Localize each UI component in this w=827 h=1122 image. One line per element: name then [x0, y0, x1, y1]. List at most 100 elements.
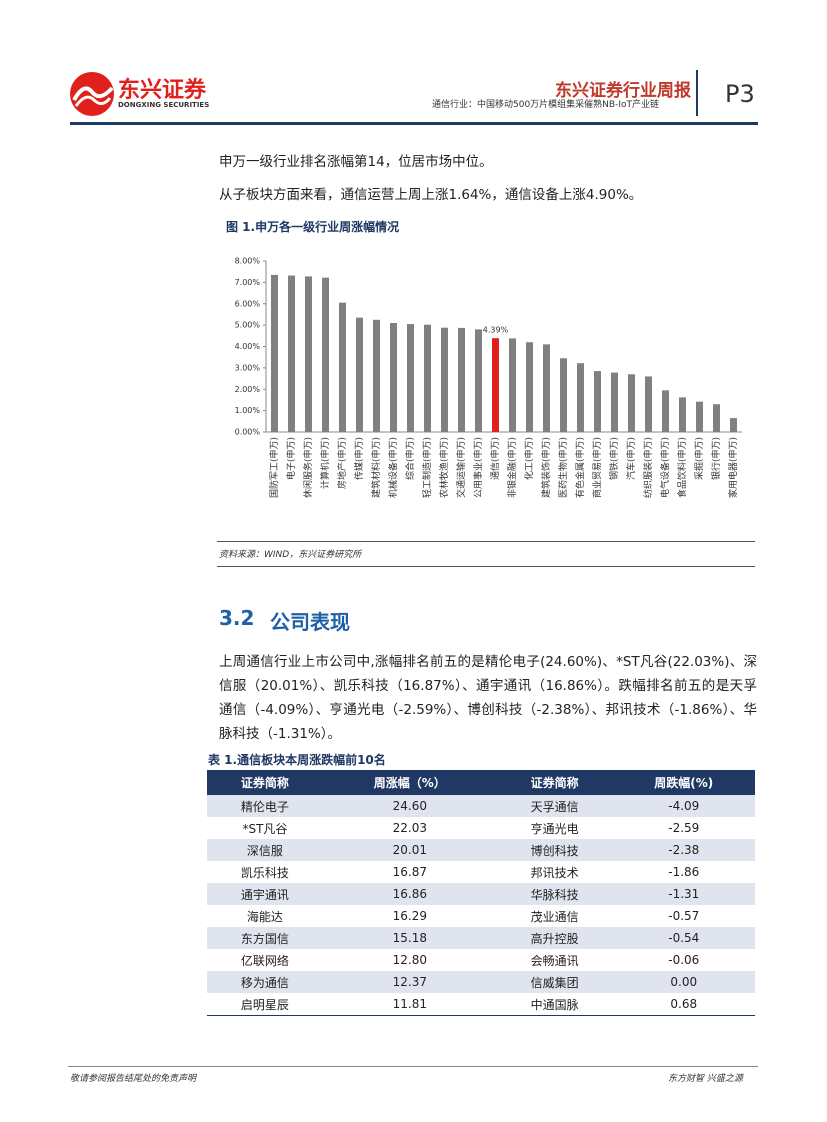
table-header-cell: 证券简称 — [530, 776, 579, 790]
rule — [217, 541, 755, 542]
table-cell: 16.29 — [392, 909, 427, 923]
table-cell: 移为通信 — [240, 975, 289, 990]
bar — [458, 327, 465, 432]
section-number: 3.2 — [219, 606, 255, 630]
footer-left: 敬请参阅报告结尾处的免责声明 — [70, 1074, 197, 1084]
table-row: 凯乐科技 16.87 邦讯技术 -1.86 — [207, 861, 755, 883]
table-header-cell: 周跌幅(%) — [654, 776, 714, 790]
logo-mark — [70, 72, 114, 116]
table-cell: 11.81 — [392, 997, 427, 1011]
y-tick-label: 2.00% — [235, 385, 261, 394]
x-tick-label: 计算机(申万) — [319, 437, 331, 489]
table-cell: 博创科技 — [530, 843, 579, 858]
bar — [475, 329, 482, 432]
bar — [373, 319, 380, 432]
table: 证券简称 周涨幅（%） 证券简称 周跌幅(%) 精伦电子 24.60 天孚通信 -4.09 *S… — [207, 770, 755, 1016]
y-tick-label: 6.00% — [235, 299, 261, 308]
y-tick-label: 7.00% — [235, 278, 261, 287]
bar — [339, 302, 346, 432]
table-cell: *ST凡谷 — [242, 821, 288, 836]
x-tick-label: 采掘(申万) — [693, 437, 705, 480]
table-cell: 精伦电子 — [240, 799, 289, 814]
table-cell: 亨通光电 — [530, 821, 579, 836]
x-tick-label: 电子(申万) — [285, 437, 297, 480]
table-cell: 会畅通讯 — [530, 953, 579, 968]
table-row: 移为通信 12.37 信威集团 0.00 — [207, 971, 755, 993]
table-cell: 0.00 — [670, 975, 698, 989]
y-tick-label: 8.00% — [235, 257, 261, 266]
bar — [509, 338, 516, 432]
table-cell: 16.86 — [392, 887, 427, 901]
bar — [543, 344, 550, 432]
table-cell: 华脉科技 — [530, 887, 579, 902]
logo-cn: 东兴证券 — [118, 78, 207, 103]
table-cell: 16.87 — [392, 865, 427, 879]
table-cell: 凯乐科技 — [240, 865, 289, 880]
x-tick-label: 公用事业(申万) — [472, 437, 484, 498]
x-tick-label: 钢铁(申万) — [608, 437, 620, 480]
divider — [696, 70, 698, 116]
section-title: 公司表现 — [270, 610, 350, 634]
table-cell: -0.57 — [668, 909, 700, 923]
bar — [696, 401, 703, 432]
table-caption: 表 1.通信板块本周涨跌幅前10名 — [208, 753, 386, 767]
x-tick-label: 传媒(申万) — [353, 437, 365, 480]
table-cell: -4.09 — [668, 799, 700, 813]
bar — [407, 324, 414, 432]
table-cell: -1.31 — [668, 887, 700, 901]
table-cell: -2.38 — [668, 843, 700, 857]
y-tick-label: 0.00% — [235, 428, 261, 437]
paragraph: 从子板块方面来看，通信运营上周上涨1.64%，通信设备上涨4.90%。 — [219, 187, 643, 203]
y-tick-label: 3.00% — [235, 363, 261, 372]
table-cell: 20.01 — [392, 843, 427, 857]
x-tick-label: 房地产(申万) — [336, 437, 348, 489]
bar — [645, 376, 652, 432]
table-cell: 天孚通信 — [530, 799, 579, 814]
table-row: 启明星辰 11.81 中通国脉 0.68 — [207, 993, 755, 1016]
rule — [217, 566, 755, 567]
bar — [713, 404, 720, 432]
bar — [441, 327, 448, 432]
x-tick-label: 国防军工(申万) — [268, 437, 280, 498]
table-cell: 15.18 — [392, 931, 427, 945]
x-tick-label: 综合(申万) — [404, 437, 416, 480]
table-cell: -2.59 — [668, 821, 700, 835]
table-row: 通宇通讯 16.86 华脉科技 -1.31 — [207, 883, 755, 905]
value-label: 4.39% — [483, 326, 509, 335]
table-cell: 通宇通讯 — [240, 887, 289, 902]
bar — [594, 371, 601, 432]
table-cell: 高升控股 — [530, 931, 579, 946]
table-cell: -0.54 — [668, 931, 700, 945]
x-tick-label: 交通运输(申万) — [455, 437, 467, 498]
x-tick-label: 有色金属(申万) — [574, 437, 586, 498]
table-cell: -0.06 — [668, 953, 700, 967]
y-tick-label: 4.00% — [235, 342, 261, 351]
x-tick-label: 机械设备(申万) — [387, 437, 399, 498]
bar — [628, 374, 635, 432]
bar — [424, 324, 431, 432]
x-tick-label: 银行(申万) — [710, 437, 722, 480]
x-tick-label: 农林牧渔(申万) — [438, 437, 450, 498]
page-number: P3 — [725, 80, 755, 108]
x-tick-label: 轻工制造(申万) — [421, 437, 433, 498]
bar — [679, 397, 686, 432]
table-cell: 邦讯技术 — [530, 865, 579, 880]
table-cell: 亿联网络 — [240, 953, 289, 968]
table-cell: 中通国脉 — [530, 997, 579, 1012]
x-tick-label: 化工(申万) — [523, 437, 535, 480]
bar — [288, 275, 295, 432]
table-row: 东方国信 15.18 高升控股 -0.54 — [207, 927, 755, 949]
table-row: *ST凡谷 22.03 亨通光电 -2.59 — [207, 817, 755, 839]
x-tick-label: 非银金融(申万) — [506, 437, 518, 498]
table-row: 亿联网络 12.80 会畅通讯 -0.06 — [207, 949, 755, 971]
x-tick-label: 商业贸易(申万) — [591, 437, 603, 498]
x-tick-label: 通信(申万) — [489, 437, 501, 480]
table-cell: 0.68 — [670, 997, 698, 1011]
table-row: 深信服 20.01 博创科技 -2.38 — [207, 839, 755, 861]
y-tick-label: 5.00% — [235, 321, 261, 330]
bar — [390, 322, 397, 432]
table-cell: 信威集团 — [530, 975, 579, 990]
x-tick-label: 休闲服务(申万) — [302, 437, 314, 498]
bar — [662, 390, 669, 432]
